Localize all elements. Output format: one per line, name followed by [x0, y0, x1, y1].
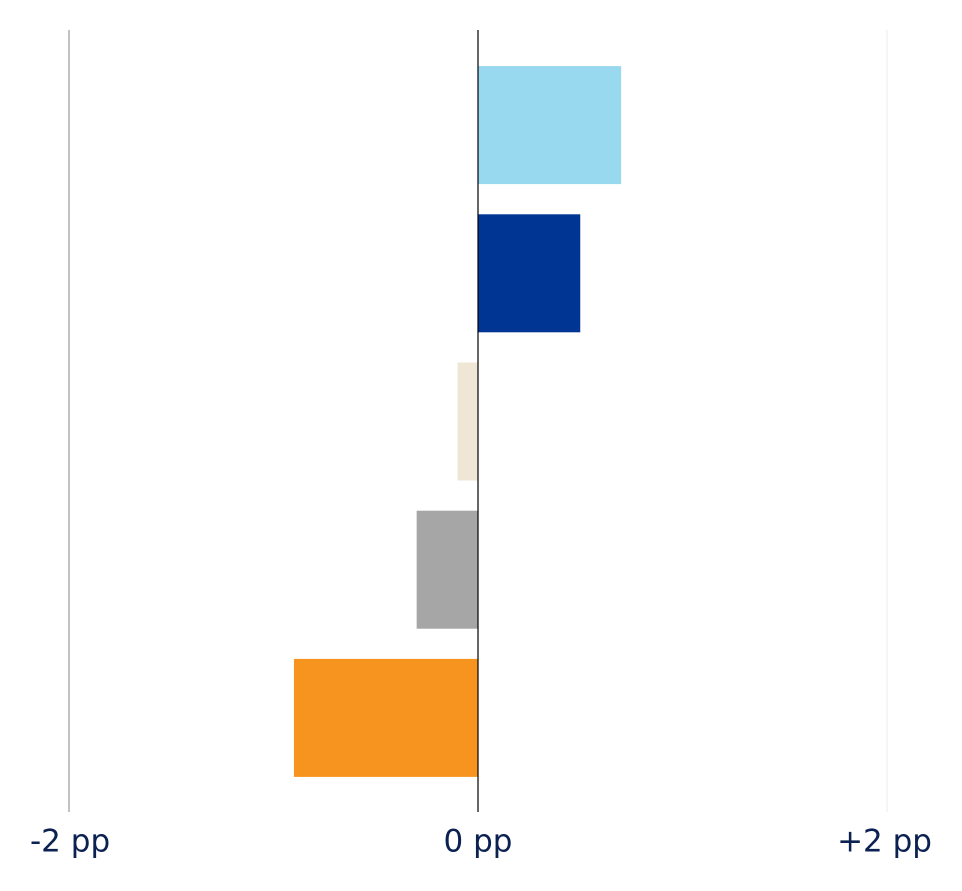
x-tick-label: 0 pp	[444, 824, 513, 860]
bar	[457, 362, 478, 481]
x-tick-label: +2 pp	[837, 824, 932, 860]
bar	[478, 214, 581, 333]
bar	[416, 510, 478, 629]
bar	[478, 66, 622, 185]
bar	[293, 658, 478, 777]
x-tick-label: -2 pp	[30, 824, 110, 860]
